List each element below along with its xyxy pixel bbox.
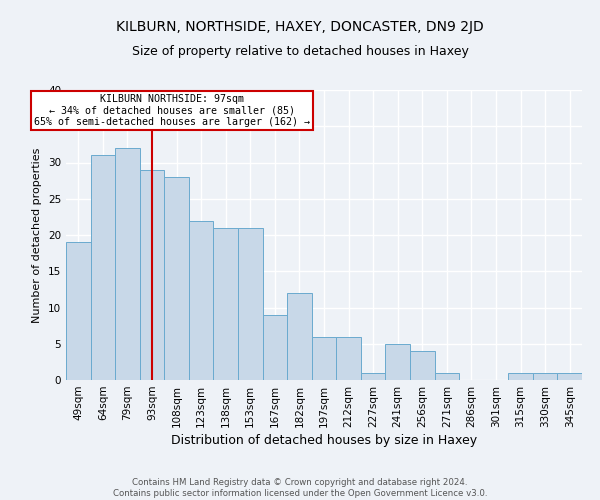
Bar xyxy=(91,155,115,380)
Y-axis label: Number of detached properties: Number of detached properties xyxy=(32,148,43,322)
Bar xyxy=(115,148,140,380)
Bar xyxy=(214,228,238,380)
Bar xyxy=(434,373,459,380)
Text: Contains HM Land Registry data © Crown copyright and database right 2024.
Contai: Contains HM Land Registry data © Crown c… xyxy=(113,478,487,498)
Bar xyxy=(385,344,410,380)
Bar xyxy=(508,373,533,380)
Text: KILBURN, NORTHSIDE, HAXEY, DONCASTER, DN9 2JD: KILBURN, NORTHSIDE, HAXEY, DONCASTER, DN… xyxy=(116,20,484,34)
Bar xyxy=(287,293,312,380)
Bar xyxy=(263,315,287,380)
Bar xyxy=(533,373,557,380)
X-axis label: Distribution of detached houses by size in Haxey: Distribution of detached houses by size … xyxy=(171,434,477,447)
Text: Size of property relative to detached houses in Haxey: Size of property relative to detached ho… xyxy=(131,45,469,58)
Bar xyxy=(336,336,361,380)
Bar xyxy=(140,170,164,380)
Bar xyxy=(557,373,582,380)
Bar xyxy=(189,220,214,380)
Bar xyxy=(66,242,91,380)
Bar xyxy=(238,228,263,380)
Bar xyxy=(312,336,336,380)
Bar xyxy=(410,351,434,380)
Text: KILBURN NORTHSIDE: 97sqm
← 34% of detached houses are smaller (85)
65% of semi-d: KILBURN NORTHSIDE: 97sqm ← 34% of detach… xyxy=(34,94,310,127)
Bar xyxy=(164,177,189,380)
Bar xyxy=(361,373,385,380)
